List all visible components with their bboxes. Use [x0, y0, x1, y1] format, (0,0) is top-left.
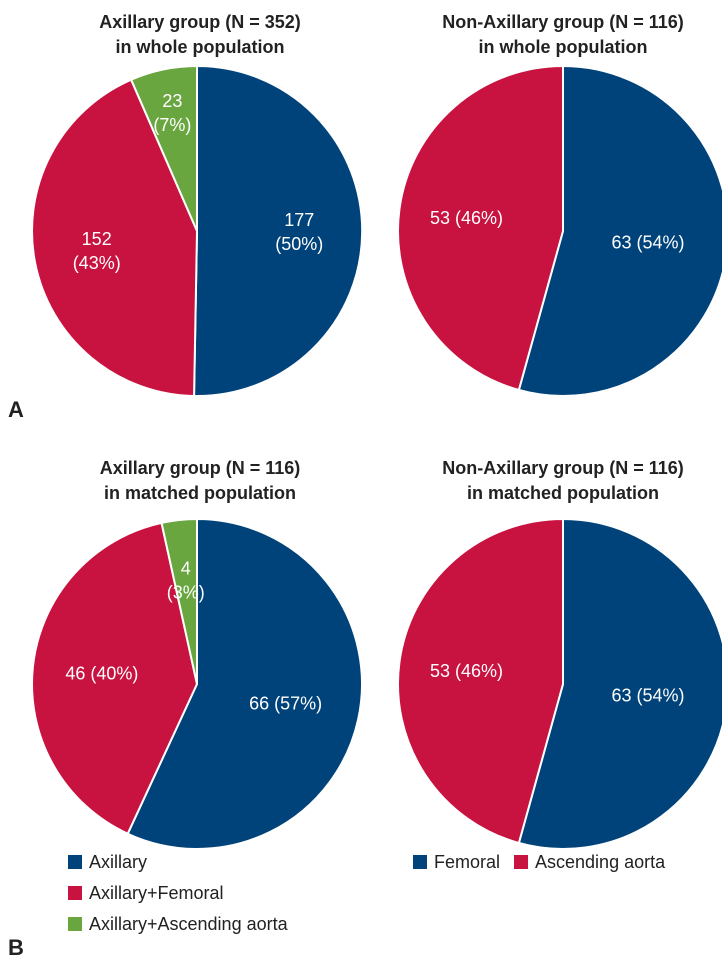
legend-swatch [68, 917, 82, 931]
legend-label: Ascending aorta [535, 852, 666, 872]
slice-data-label: 63 (54%) [611, 686, 684, 706]
legend-non-axillary: Femoral Ascending aorta [413, 852, 666, 872]
chart-subtitle: in whole population [479, 37, 648, 57]
chart-title: Axillary group (N = 116) [100, 458, 301, 478]
panel-label-b: B [8, 935, 24, 960]
legend-swatch [68, 855, 82, 869]
slice-data-label: 53 (46%) [430, 661, 503, 681]
legend-label: Axillary+Femoral [89, 883, 224, 903]
panel-label-a: A [8, 397, 24, 422]
slice-data-label: 4 (3%) [167, 559, 205, 603]
chart-title: Non-Axillary group (N = 116) [442, 458, 684, 478]
pie-non-axillary-whole: Non-Axillary group (N = 116) in whole po… [397, 12, 722, 397]
pie-slice-axillary-femoral [31, 521, 199, 836]
pie-axillary-whole: Axillary group (N = 352) in whole popula… [31, 12, 364, 397]
legend-axillary: Axillary Axillary+Femoral Axillary+Ascendi… [68, 852, 289, 934]
legend-label: Femoral [434, 852, 500, 872]
pie-slice-axillary [193, 64, 364, 397]
pie-axillary-matched: Axillary group (N = 116) in matched popu… [31, 458, 363, 850]
pie-slice-ascending-aorta [397, 517, 564, 845]
slice-data-label: 63 (54%) [611, 233, 684, 253]
pie-slice-ascending-aorta [397, 64, 564, 392]
chart-subtitle: in whole population [116, 37, 285, 57]
slice-data-label: 66 (57%) [249, 694, 322, 714]
slice-data-label: 177 (50%) [275, 210, 323, 254]
slice-data-label: 152 (43%) [73, 229, 121, 273]
slice-data-label: 53 (46%) [430, 208, 503, 228]
legend-swatch [413, 855, 427, 869]
chart-title: Non-Axillary group (N = 116) [442, 12, 684, 32]
pie-non-axillary-matched: Non-Axillary group (N = 116) in matched … [397, 458, 722, 850]
chart-subtitle: in matched population [467, 483, 659, 503]
pie-slice-axillary-ascending-aorta [160, 517, 198, 685]
chart-title: Axillary group (N = 352) [99, 12, 301, 32]
legend-label: Axillary+Ascending aorta [89, 914, 289, 934]
slice-data-label: 23 (7%) [153, 91, 191, 135]
legend-label: Axillary [89, 852, 147, 872]
pie-slice-femoral [517, 64, 722, 397]
pie-slice-axillary-femoral [31, 78, 199, 397]
legend-swatch [68, 886, 82, 900]
chart-subtitle: in matched population [104, 483, 296, 503]
pie-slice-femoral [517, 517, 722, 850]
slice-data-label: 46 (40%) [65, 664, 138, 684]
legend-swatch [514, 855, 529, 869]
pie-slice-axillary [126, 517, 363, 850]
pie-slice-axillary-ascending-aorta [129, 64, 198, 232]
